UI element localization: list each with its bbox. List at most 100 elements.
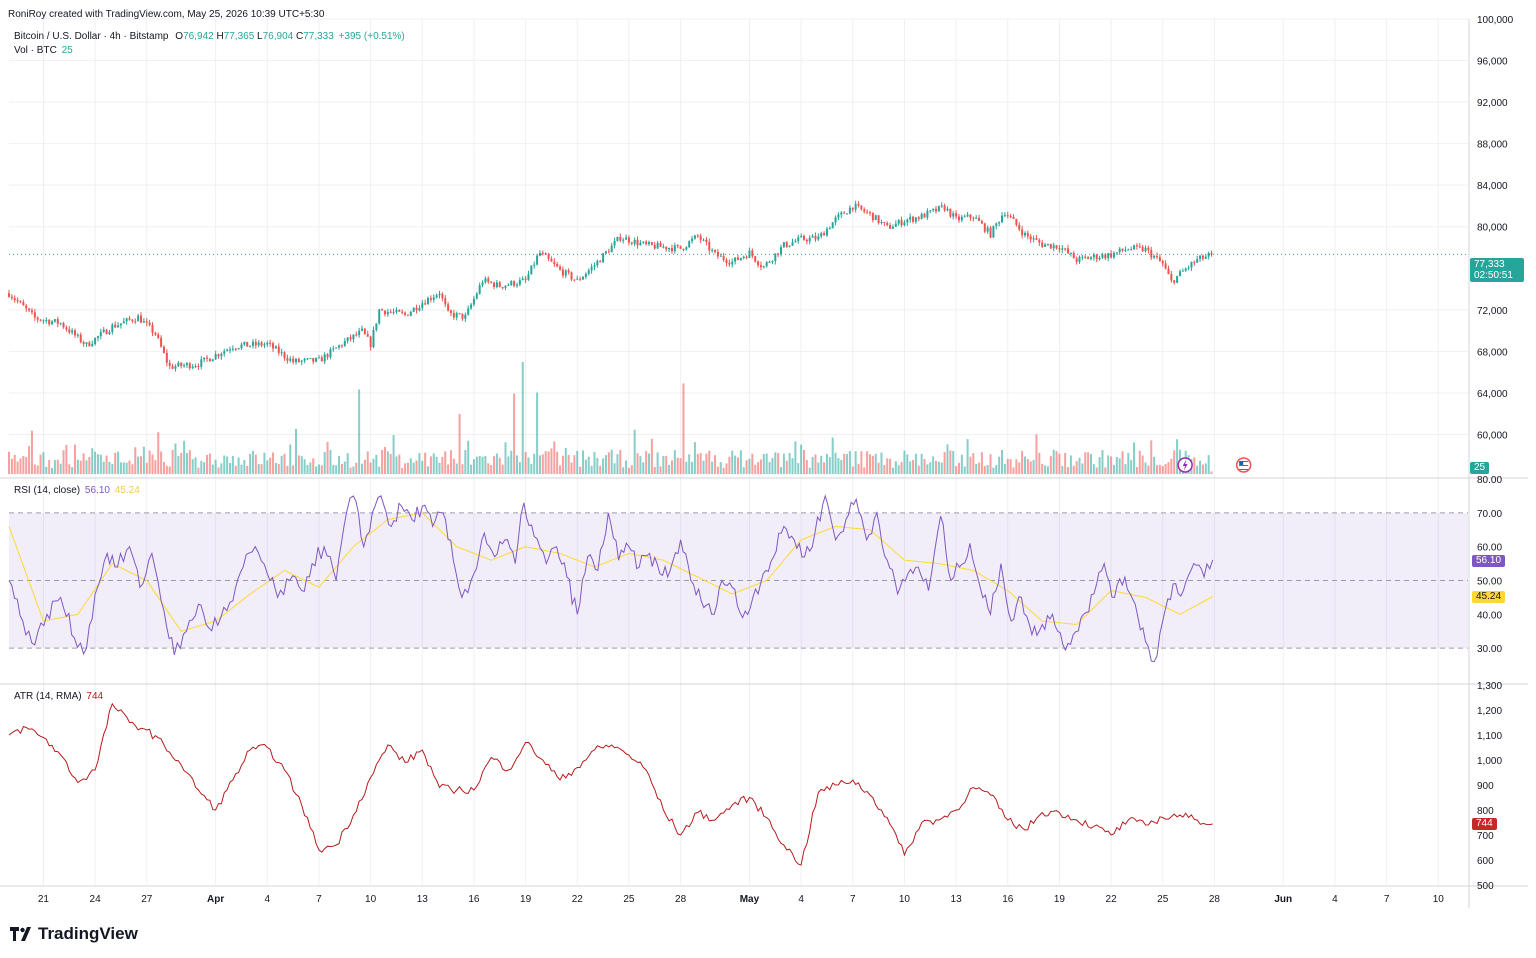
volume-bar bbox=[1032, 460, 1035, 474]
candle-body bbox=[1064, 248, 1067, 250]
volume-bar bbox=[711, 461, 714, 474]
atr-tick-label: 1,000 bbox=[1477, 756, 1502, 767]
volume-bar bbox=[85, 460, 88, 474]
volume-bar bbox=[797, 463, 800, 474]
volume-bar bbox=[1144, 462, 1147, 474]
candle-body bbox=[1110, 253, 1113, 258]
volume-bar bbox=[906, 454, 909, 474]
candle-body bbox=[1072, 252, 1075, 259]
candle-body bbox=[386, 311, 389, 315]
close-value: 77,333 bbox=[303, 31, 334, 42]
candle-body bbox=[1044, 244, 1047, 247]
volume-bar bbox=[616, 454, 619, 474]
volume-bar bbox=[1121, 451, 1124, 474]
volume-bar bbox=[162, 461, 165, 474]
open-value: 76,942 bbox=[183, 31, 214, 42]
candle-body bbox=[206, 357, 209, 359]
candle-body bbox=[957, 216, 960, 221]
tradingview-logo[interactable]: TradingView bbox=[10, 924, 138, 944]
candle-body bbox=[1078, 256, 1081, 262]
candle-body bbox=[137, 315, 140, 322]
candle-body bbox=[19, 301, 22, 303]
volume-bar bbox=[780, 467, 783, 474]
price-tick-label: 100,000 bbox=[1477, 15, 1514, 26]
volume-bar bbox=[200, 460, 203, 474]
volume-bar bbox=[1078, 457, 1081, 474]
candle-body bbox=[1026, 233, 1029, 237]
candle-body bbox=[946, 208, 949, 211]
volume-bar bbox=[220, 463, 223, 474]
candle-body bbox=[1032, 238, 1035, 240]
candle-body bbox=[768, 261, 771, 263]
candle-body bbox=[246, 341, 249, 347]
volume-bar bbox=[140, 456, 143, 474]
candle-body bbox=[94, 337, 97, 345]
candle-body bbox=[226, 349, 229, 352]
candle-body bbox=[788, 245, 791, 247]
volume-bar bbox=[292, 465, 295, 474]
volume-bar bbox=[1021, 450, 1024, 474]
candle-body bbox=[91, 344, 94, 347]
candle-body bbox=[857, 203, 860, 206]
volume-bar bbox=[1118, 458, 1121, 474]
volume-bar bbox=[1026, 459, 1029, 474]
candle-body bbox=[757, 261, 760, 266]
volume-bar bbox=[401, 467, 404, 474]
price-tick-label: 60,000 bbox=[1477, 430, 1508, 441]
volume-bar bbox=[312, 458, 315, 474]
candle-body bbox=[802, 236, 805, 240]
volume-bar bbox=[1135, 467, 1138, 474]
candle-body bbox=[817, 236, 820, 240]
volume-bar bbox=[670, 460, 673, 474]
x-tick-label: 28 bbox=[1209, 894, 1221, 905]
volume-bar bbox=[894, 461, 897, 474]
volume-bar bbox=[74, 444, 77, 474]
volume-bar bbox=[1064, 452, 1067, 474]
volume-bar bbox=[903, 450, 906, 474]
volume-bar bbox=[1207, 455, 1210, 474]
candle-body bbox=[639, 242, 642, 246]
volume-bar bbox=[1001, 449, 1004, 474]
volume-bar bbox=[584, 459, 587, 474]
volume-bar bbox=[1141, 455, 1144, 474]
candle-body bbox=[777, 253, 780, 255]
atr-tick-label: 500 bbox=[1477, 881, 1494, 892]
volume-bar bbox=[501, 464, 504, 474]
volume-bar bbox=[1009, 459, 1012, 474]
candle-body bbox=[478, 285, 481, 294]
x-tick-label: 22 bbox=[572, 894, 584, 905]
volume-bar bbox=[570, 462, 573, 474]
candle-body bbox=[340, 345, 343, 347]
volume-bar bbox=[151, 454, 154, 474]
candle-body bbox=[1021, 229, 1024, 236]
candle-body bbox=[343, 341, 346, 346]
volume-bar bbox=[1069, 455, 1072, 474]
volume-bar bbox=[415, 460, 418, 474]
candle-body bbox=[429, 298, 432, 300]
volume-bar bbox=[602, 458, 605, 474]
volume-bar bbox=[762, 454, 765, 474]
volume-bar bbox=[33, 464, 36, 474]
volume-bar bbox=[576, 450, 579, 474]
volume-bar bbox=[45, 466, 48, 474]
volume-bar bbox=[119, 462, 122, 474]
volume-bar bbox=[561, 455, 564, 474]
atr-tick-label: 1,100 bbox=[1477, 731, 1502, 742]
volume-bar bbox=[1210, 471, 1213, 474]
x-tick-label: 7 bbox=[1384, 894, 1390, 905]
volume-bar bbox=[688, 454, 691, 474]
volume-bar bbox=[682, 383, 685, 474]
candle-body bbox=[1193, 262, 1196, 264]
volume-bar bbox=[157, 432, 160, 474]
volume-bar bbox=[771, 457, 774, 474]
candle-body bbox=[831, 222, 834, 229]
volume-bar bbox=[1107, 455, 1110, 474]
candle-body bbox=[935, 208, 938, 212]
volume-bar bbox=[929, 462, 932, 474]
x-tick-label: Apr bbox=[207, 894, 224, 905]
volume-bar bbox=[518, 462, 521, 474]
candle-body bbox=[283, 352, 286, 358]
volume-bar bbox=[800, 444, 803, 474]
candle-body bbox=[174, 366, 177, 369]
